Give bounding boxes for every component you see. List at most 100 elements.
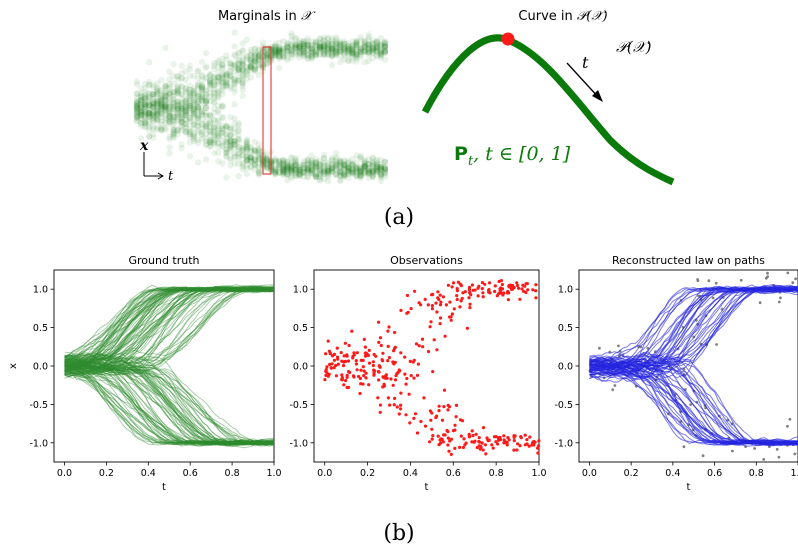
- marginal-sample: [182, 110, 189, 117]
- marginal-sample: [194, 107, 202, 114]
- marginal-sample: [186, 89, 194, 96]
- observation-point: [416, 362, 420, 366]
- marginal-sample: [174, 105, 181, 112]
- marginal-sample: [223, 78, 230, 86]
- marginal-sample: [141, 96, 149, 103]
- marginal-sample: [141, 119, 149, 126]
- marginal-sample: [255, 50, 263, 57]
- marginal-sample: [328, 45, 336, 52]
- marginal-sample: [272, 40, 279, 47]
- marginal-sample: [263, 54, 271, 62]
- marginal-sample: [312, 46, 320, 53]
- marginal-sample: [263, 154, 271, 161]
- marginal-sample: [198, 58, 206, 66]
- observation-point: [342, 383, 346, 387]
- marginal-sample: [158, 102, 165, 109]
- marginal-sample: [137, 104, 145, 111]
- marginal-sample: [198, 83, 206, 91]
- marginal-sample: [146, 109, 153, 116]
- marginal-sample: [137, 97, 145, 104]
- marginal-sample: [202, 87, 210, 95]
- observation-point: [498, 435, 502, 439]
- observation-point: [399, 407, 403, 411]
- observation-point: [387, 325, 391, 329]
- marginal-sample: [243, 145, 250, 153]
- marginal-sample: [141, 101, 149, 108]
- observation-point: [346, 359, 351, 363]
- chart-title: Ground truth: [128, 254, 199, 267]
- observation-point-gray: [762, 458, 766, 461]
- marginal-sample: [239, 144, 246, 152]
- marginal-sample: [141, 112, 149, 119]
- marginal-sample: [243, 162, 250, 169]
- marginal-sample: [296, 164, 303, 171]
- marginal-sample: [186, 93, 194, 100]
- marginal-sample: [158, 100, 165, 107]
- marginal-sample: [207, 112, 214, 119]
- marginal-sample: [231, 144, 238, 151]
- marginal-sample: [272, 51, 279, 58]
- marginal-sample: [304, 167, 311, 174]
- marginal-sample: [235, 119, 242, 127]
- observation-point: [323, 378, 327, 382]
- marginal-sample: [146, 99, 153, 106]
- marginal-sample: [312, 171, 320, 178]
- marginal-sample: [288, 46, 295, 54]
- marginal-sample: [158, 118, 165, 125]
- marginal-sample: [178, 114, 185, 121]
- marginal-sample: [288, 43, 295, 50]
- marginal-sample: [186, 95, 194, 102]
- marginal-sample: [288, 164, 295, 171]
- marginal-sample: [154, 116, 161, 123]
- marginal-sample: [247, 64, 254, 71]
- marginal-sample: [146, 112, 153, 119]
- marginal-sample: [296, 44, 303, 52]
- marginal-sample: [190, 109, 198, 117]
- marginal-sample: [158, 88, 165, 95]
- marginal-sample: [227, 142, 234, 149]
- marginal-sample: [146, 110, 153, 117]
- marginal-sample: [324, 42, 332, 49]
- marginal-sample: [280, 168, 287, 175]
- marginal-sample: [320, 47, 328, 54]
- marginal-sample: [186, 62, 194, 69]
- marginal-sample: [288, 165, 295, 172]
- marginal-sample: [296, 166, 303, 173]
- marginal-sample: [272, 169, 279, 176]
- marginal-sample: [280, 52, 287, 59]
- marginal-sample: [316, 164, 324, 172]
- marginal-sample: [235, 155, 242, 162]
- marginal-sample: [202, 98, 210, 106]
- marginal-sample: [320, 47, 328, 54]
- marginal-sample: [308, 163, 315, 170]
- marginal-sample: [280, 157, 287, 164]
- marginal-sample: [255, 171, 263, 179]
- observation-point-gray: [786, 271, 790, 275]
- marginal-sample: [215, 80, 222, 88]
- marginal-sample: [276, 160, 283, 167]
- marginal-sample: [231, 141, 238, 148]
- marginal-sample: [141, 93, 149, 100]
- marginal-sample: [280, 160, 287, 167]
- marginal-sample: [223, 141, 230, 148]
- marginal-sample: [324, 168, 332, 175]
- marginal-sample: [292, 45, 299, 52]
- marginal-sample: [202, 130, 210, 138]
- marginal-sample: [170, 121, 177, 128]
- marginal-sample: [198, 81, 206, 89]
- marginal-sample: [166, 118, 173, 126]
- observation-point: [444, 303, 448, 307]
- observation-point: [405, 376, 409, 381]
- marginal-sample: [170, 99, 177, 106]
- marginal-sample: [316, 50, 324, 57]
- marginal-sample: [235, 146, 242, 153]
- marginal-sample: [296, 171, 303, 178]
- marginal-sample: [296, 167, 303, 174]
- observation-point: [371, 363, 375, 368]
- x-tick-label: 0.8: [749, 468, 764, 479]
- marginal-sample: [263, 164, 271, 171]
- marginal-sample: [219, 114, 226, 121]
- chart-title: Observations: [390, 254, 463, 267]
- marginal-sample: [211, 109, 218, 117]
- marginal-sample: [202, 125, 210, 132]
